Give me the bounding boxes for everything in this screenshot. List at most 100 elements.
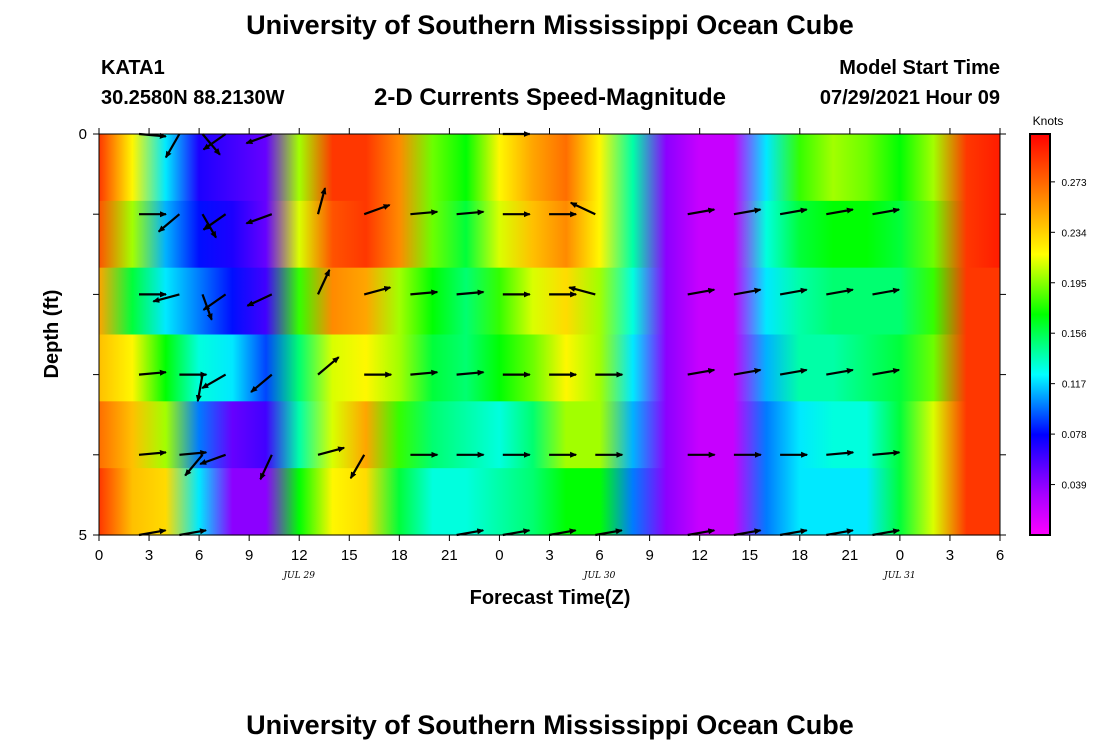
current-vector	[349, 454, 366, 480]
current-vector	[138, 528, 167, 537]
current-vector	[202, 213, 227, 231]
x-axis-label: Forecast Time(Z)	[470, 587, 631, 609]
chart-axes: 0 3 6 9 12 15 18 21 0 3 6 9 12 15 18 21 0 3 6 JUL 29 JUL 30 J…	[79, 126, 1006, 581]
current-vector	[456, 528, 485, 537]
date-label: JUL 29	[281, 571, 315, 581]
current-vector	[157, 213, 181, 233]
current-vector	[138, 369, 167, 376]
current-vector	[568, 286, 596, 296]
colorbar-gradient	[1029, 133, 1051, 536]
heatmap-row-depth-4	[99, 401, 1000, 469]
current-vector	[826, 287, 854, 296]
current-vector	[456, 369, 485, 376]
x-tick-label: 18	[391, 547, 408, 564]
current-vectors	[138, 131, 901, 537]
current-vector	[872, 528, 901, 537]
x-tick-label: 3	[946, 547, 954, 564]
current-vector	[687, 367, 716, 376]
current-vector	[164, 133, 181, 159]
x-tick-label: 15	[341, 547, 358, 564]
colorbar-tick-label: 0.117	[1062, 380, 1087, 391]
x-tick-label: 0	[495, 547, 503, 564]
chart-title: 2-D Currents Speed-Magnitude	[373, 84, 727, 111]
colorbar: 0.039 0.078 0.117 0.156 0.195 0.234 0.273	[1029, 133, 1087, 536]
current-vector	[595, 528, 623, 537]
current-vector	[733, 287, 762, 296]
x-tick-label: 15	[741, 547, 758, 564]
current-vector	[202, 293, 227, 311]
current-vector	[872, 449, 901, 456]
current-vector	[245, 132, 273, 145]
current-vector	[687, 528, 716, 537]
x-tick-label: 0	[896, 547, 904, 564]
current-vector	[195, 374, 204, 403]
current-vector	[569, 201, 596, 216]
current-vector	[363, 203, 391, 216]
date-label: JUL 30	[582, 571, 616, 581]
current-vector	[733, 207, 762, 216]
heatmap-row-depth-3	[99, 334, 1000, 402]
current-vector	[152, 293, 180, 303]
station-coords: 30.2580N 88.2130W	[101, 87, 285, 109]
current-vector	[826, 207, 854, 216]
date-label: JUL 31	[882, 571, 915, 581]
x-tick-label: 9	[645, 547, 653, 564]
current-vector	[410, 369, 439, 376]
current-vector	[317, 446, 346, 456]
current-vector	[138, 449, 167, 456]
current-vector	[246, 293, 273, 307]
station-id: KATA1	[101, 57, 165, 79]
current-vector	[201, 373, 227, 390]
current-vector	[245, 213, 273, 225]
current-vector	[779, 207, 808, 216]
current-vector	[872, 367, 901, 376]
current-vector	[826, 449, 855, 456]
current-vector	[779, 528, 808, 537]
current-vector	[548, 528, 577, 537]
current-vector	[733, 528, 762, 537]
speed-heatmap	[99, 134, 1000, 536]
x-tick-label: 12	[291, 547, 308, 564]
x-tick-label: 12	[691, 547, 708, 564]
current-vector	[872, 287, 901, 296]
x-tick-label: 6	[996, 547, 1004, 564]
x-tick-label: 21	[841, 547, 858, 564]
heatmap-row-depth-2	[99, 267, 1000, 336]
current-vector	[259, 454, 273, 481]
colorbar-tick-label: 0.234	[1061, 228, 1086, 239]
colorbar-tick-label: 0.195	[1061, 279, 1086, 290]
colorbar-units: Knots	[1033, 114, 1064, 128]
current-vector	[317, 268, 331, 295]
x-tick-label: 6	[595, 547, 603, 564]
current-vector	[316, 187, 327, 215]
current-vector	[179, 528, 207, 537]
current-vector	[199, 453, 226, 466]
x-tick-label: 3	[145, 547, 153, 564]
colorbar-tick-label: 0.078	[1061, 430, 1086, 441]
current-vector	[687, 207, 716, 216]
current-vector	[456, 289, 485, 296]
current-vector	[179, 449, 208, 456]
current-vector	[872, 207, 901, 216]
footer-title: University of Southern Mississippi Ocean…	[246, 710, 854, 740]
current-vector	[779, 367, 808, 376]
current-vector	[826, 528, 854, 537]
x-tick-label: 3	[545, 547, 553, 564]
current-vector	[779, 287, 808, 296]
heatmap-row-depth-0	[99, 134, 1000, 202]
current-vector	[456, 209, 485, 216]
current-vector	[826, 367, 854, 376]
x-tick-label: 9	[245, 547, 253, 564]
main-title: University of Southern Mississippi Ocean…	[246, 10, 854, 40]
current-vector	[687, 287, 716, 296]
model-start-time: 07/29/2021 Hour 09	[819, 87, 1000, 109]
heatmap-row-depth-5	[99, 468, 1000, 536]
y-tick-label: 0	[79, 126, 87, 143]
x-tick-label: 6	[195, 547, 203, 564]
current-vector	[184, 454, 204, 477]
current-vector	[733, 367, 762, 376]
current-vector	[317, 356, 340, 376]
x-tick-label: 0	[95, 547, 103, 564]
colorbar-tick-label: 0.156	[1061, 329, 1086, 340]
